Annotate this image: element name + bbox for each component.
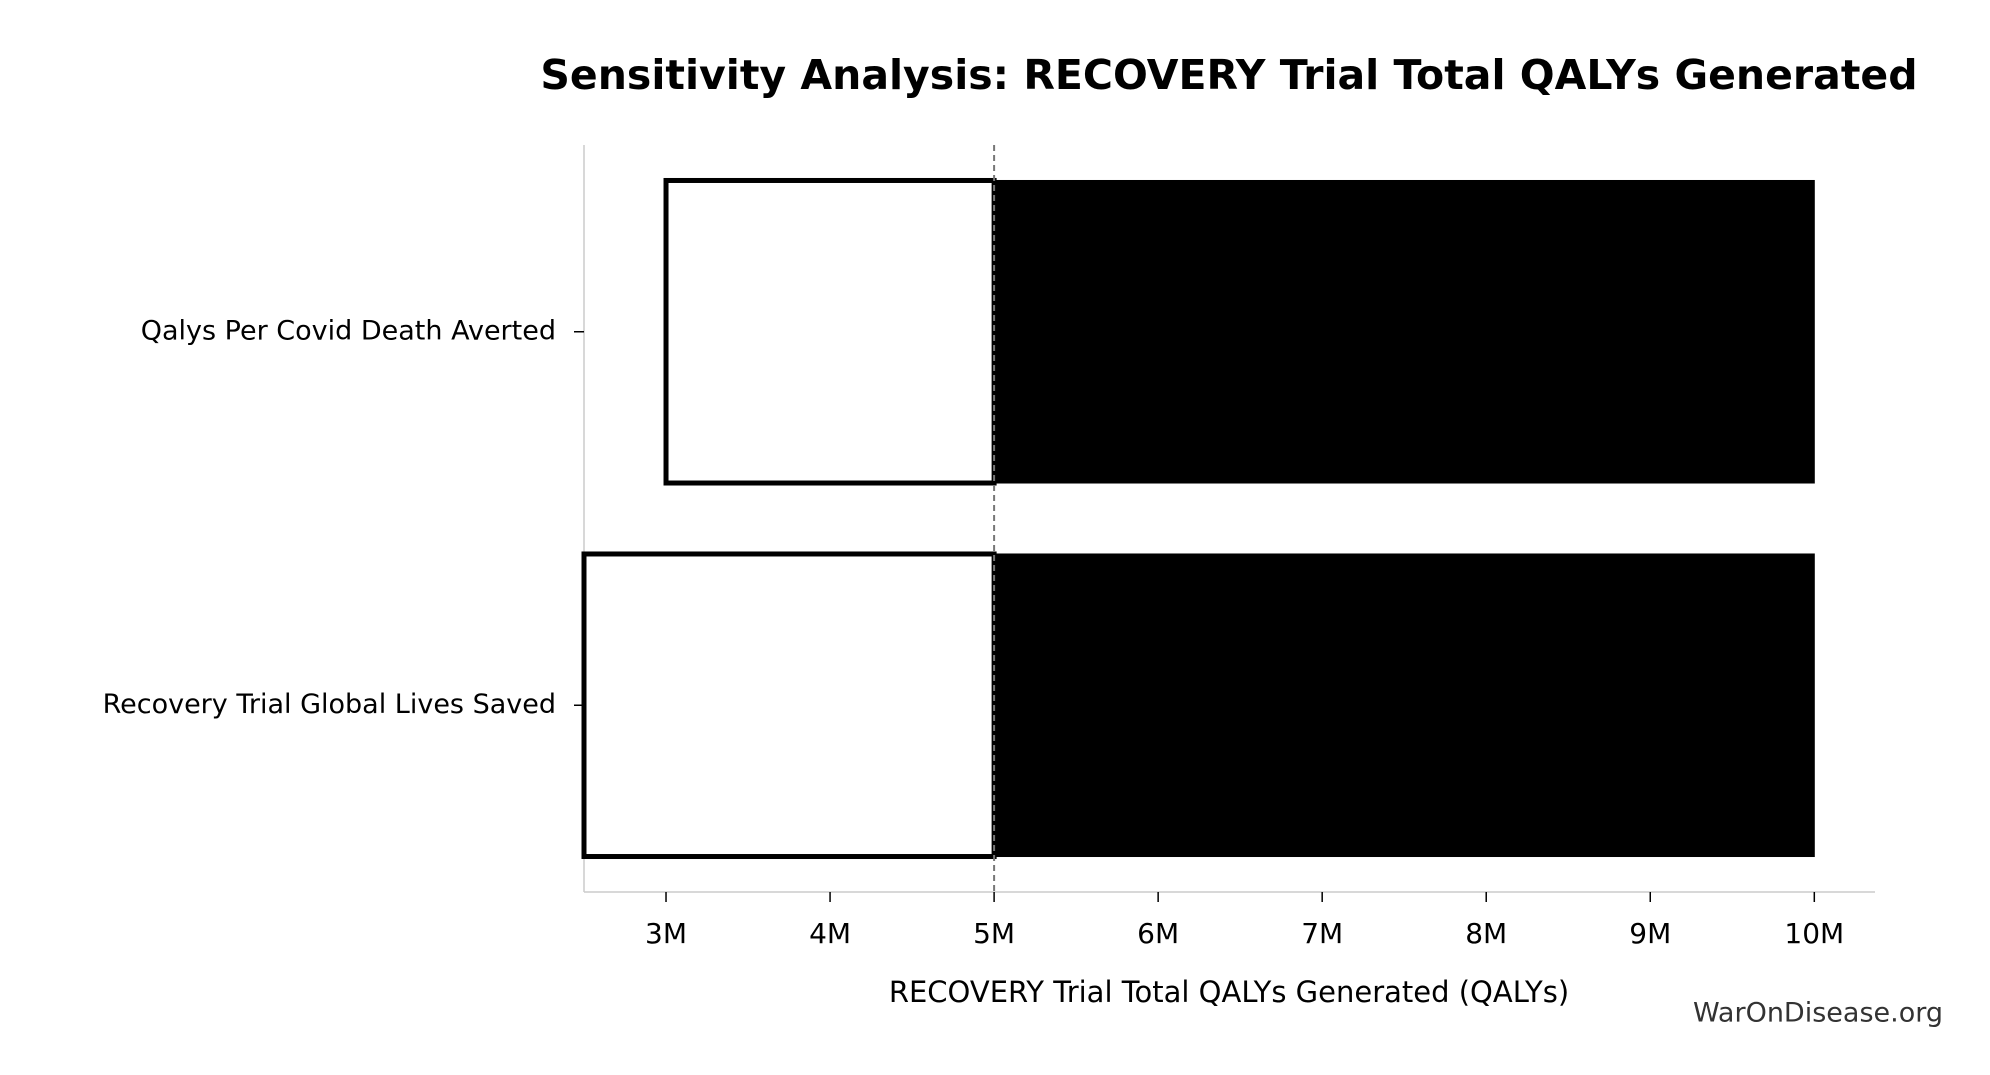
x-tick-label: 10M xyxy=(1784,917,1844,950)
x-tick-label: 6M xyxy=(1137,917,1179,950)
x-tick-label: 7M xyxy=(1301,917,1343,950)
bar xyxy=(993,179,1815,484)
x-tick-label: 4M xyxy=(809,917,851,950)
bar xyxy=(581,551,997,860)
x-tick-label: 3M xyxy=(645,917,687,950)
bar xyxy=(663,177,997,486)
x-tick-label: 9M xyxy=(1629,917,1671,950)
x-tick-label: 8M xyxy=(1465,917,1507,950)
watermark: WarOnDisease.org xyxy=(1693,998,1943,1029)
y-tick-label: Qalys Per Covid Death Averted xyxy=(141,315,556,346)
x-axis-label: RECOVERY Trial Total QALYs Generated (QA… xyxy=(889,975,1569,1009)
x-tick-label: 5M xyxy=(973,917,1015,950)
bar xyxy=(993,553,1815,858)
y-tick-label: Recovery Trial Global Lives Saved xyxy=(103,689,556,720)
chart-title: Sensitivity Analysis: RECOVERY Trial Tot… xyxy=(540,51,1917,99)
